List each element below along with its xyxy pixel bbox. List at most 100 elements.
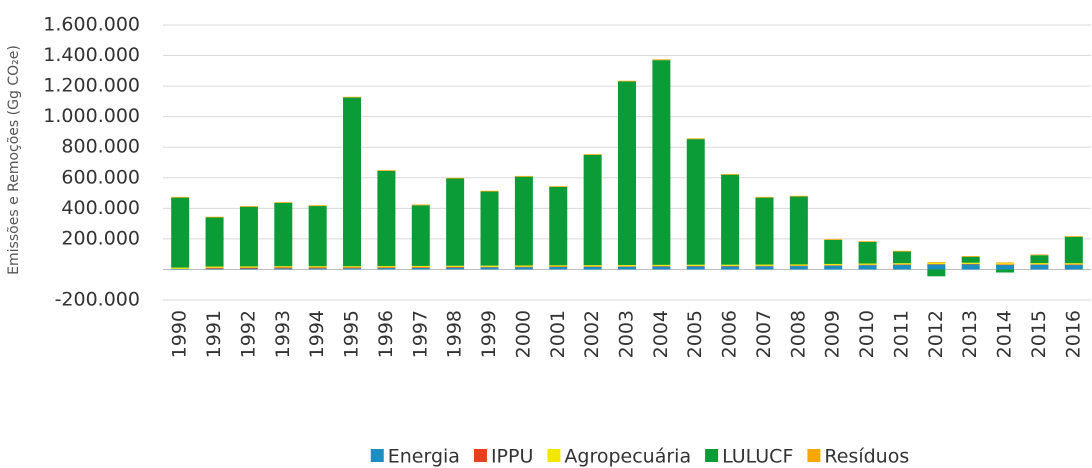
x-tick-label: 2001	[547, 310, 569, 358]
y-tick-label: 200.000	[61, 227, 140, 249]
bar-segment	[514, 267, 533, 270]
bar-segment	[961, 264, 980, 270]
bar-segment	[824, 265, 843, 270]
y-tick-label: -200.000	[55, 289, 140, 311]
x-tick-label: 2010	[856, 310, 878, 358]
legend-swatch	[807, 449, 821, 462]
x-tick-label: 2008	[787, 310, 809, 358]
bar-segment	[549, 186, 568, 266]
bar-segment	[583, 154, 602, 155]
bar-segment	[205, 216, 224, 218]
x-tick-label: 2009	[822, 310, 844, 358]
x-tick-label: 1996	[375, 310, 397, 358]
bar-segment	[858, 241, 877, 264]
bar-segment	[789, 195, 808, 197]
bar-segment	[686, 266, 705, 270]
bar-segment	[480, 191, 499, 266]
bar-segment	[686, 264, 705, 266]
bar-segment	[858, 241, 877, 242]
bar-segment	[618, 266, 636, 270]
x-tick-label: 2015	[1028, 310, 1050, 358]
bar-segment	[549, 265, 568, 267]
bar-segment	[858, 263, 877, 265]
legend-swatch	[705, 449, 719, 462]
bar-segment	[618, 81, 636, 266]
bar-segment	[789, 266, 808, 270]
bar-segment	[377, 266, 396, 268]
x-tick-label: 1995	[341, 310, 363, 358]
bar-segment	[755, 266, 774, 270]
bar-segment	[583, 266, 602, 270]
bar-segment	[446, 267, 465, 270]
bar-segment	[343, 96, 362, 98]
bar-segment	[652, 266, 671, 270]
x-tick-label: 2011	[890, 310, 912, 358]
bar-segment	[961, 262, 980, 264]
bar-segment	[205, 266, 224, 268]
bar-segment	[411, 267, 430, 268]
bar-segment	[343, 266, 362, 268]
bar-segment	[205, 217, 224, 267]
bar-segment	[927, 262, 946, 263]
bar-segment	[274, 266, 293, 268]
bar-segment	[652, 264, 671, 267]
x-tick-label: 1993	[272, 310, 294, 358]
x-tick-label: 2004	[650, 310, 672, 358]
bar-segment	[274, 202, 293, 267]
bar-segment	[514, 175, 533, 177]
bar-segment	[1064, 264, 1083, 270]
y-axis-label: Emissões e Remoções (Gg CO₂e)	[6, 45, 22, 275]
y-tick-label: 1.000.000	[43, 105, 140, 127]
x-tick-label: 1997	[409, 310, 431, 358]
bar-segment	[686, 139, 705, 265]
bar-segment	[343, 267, 362, 269]
bar-segment	[583, 154, 602, 266]
bar-segment	[411, 204, 430, 206]
bar-segment	[377, 267, 396, 269]
x-tick-label: 1991	[203, 310, 225, 358]
x-tick-label: 2005	[684, 310, 706, 358]
bar-segment	[308, 267, 327, 269]
bar-segment	[755, 196, 774, 198]
bar-segment	[927, 264, 946, 270]
bar-segment	[446, 267, 465, 268]
bar-segment	[1030, 254, 1049, 256]
bar-segment	[446, 177, 465, 179]
bar-segment	[411, 267, 430, 270]
legend-swatch	[547, 449, 561, 462]
legend-label: Resíduos	[824, 446, 909, 468]
bar-segment	[858, 265, 877, 270]
bar-segment	[721, 266, 740, 270]
x-tick-label: 2014	[994, 310, 1016, 358]
x-tick-label: 2016	[1062, 310, 1084, 358]
y-tick-label: 800.000	[61, 136, 140, 158]
bar-segment	[824, 239, 843, 264]
bar-segment	[480, 190, 499, 192]
bar-segment	[480, 267, 499, 270]
bar-segment	[961, 256, 980, 257]
x-tick-label: 2003	[616, 310, 638, 358]
bar-segment	[1030, 255, 1049, 264]
legend-swatch	[473, 449, 487, 462]
bar-segment	[1064, 236, 1083, 264]
bar-segment	[721, 174, 740, 265]
y-tick-label: 1.600.000	[43, 14, 140, 36]
x-tick-label: 1998	[444, 310, 466, 358]
bar-segment	[480, 265, 499, 267]
bar-segment	[239, 267, 258, 269]
bar-segment	[892, 263, 911, 265]
bar-segment	[514, 176, 533, 266]
bar-segment	[308, 206, 327, 267]
bar-segment	[721, 173, 740, 175]
y-tick-label: 600.000	[61, 166, 140, 188]
bar-segment	[892, 264, 911, 270]
bar-segment	[618, 265, 636, 267]
bar-segment	[892, 250, 911, 252]
bar-segment	[755, 264, 774, 266]
bar-segment	[996, 262, 1015, 264]
bar-segment	[446, 178, 465, 266]
bar-segment	[411, 265, 430, 268]
bar-segment	[274, 202, 293, 203]
bar-segment	[514, 265, 533, 267]
